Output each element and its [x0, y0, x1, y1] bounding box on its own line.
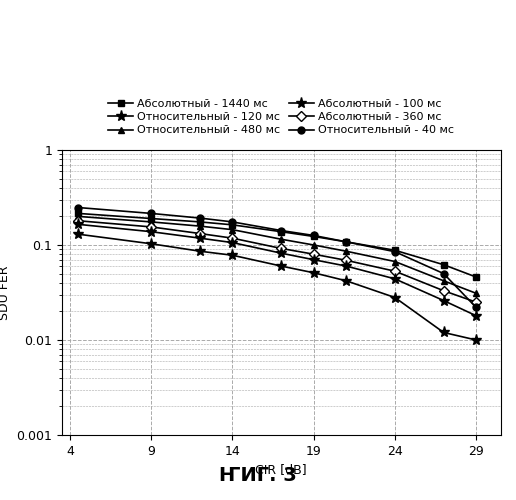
X-axis label: CIR [dB]: CIR [dB]	[255, 464, 307, 476]
Y-axis label: SDU FER: SDU FER	[0, 265, 11, 320]
Legend: Абсолютный - 1440 мс, Относительный - 120 мс, Относительный - 480 мс, Абсолютный: Абсолютный - 1440 мс, Относительный - 12…	[105, 96, 458, 138]
Text: ҤИГ. 3: ҤИГ. 3	[219, 466, 297, 485]
